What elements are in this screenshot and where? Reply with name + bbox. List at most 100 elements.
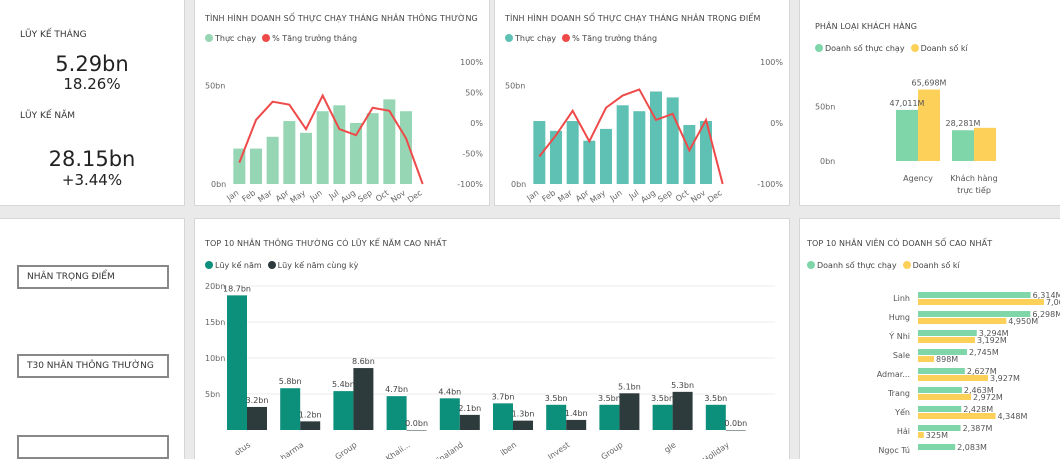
legend-item[interactable]: Thực chạy	[205, 34, 256, 43]
legend-item[interactable]: Lũy kế năm cùng kỳ	[267, 261, 359, 270]
y-tick-label: Linh	[893, 294, 910, 303]
x-tick-label: Mar	[556, 188, 574, 204]
bar-signed	[918, 318, 1007, 324]
data-label: 4.4bn	[438, 387, 461, 396]
legend-dot-icon	[807, 261, 815, 269]
x-tick-label: iben	[499, 440, 518, 457]
data-label: 325M	[926, 431, 948, 440]
y-tick-label: Hưng	[889, 313, 910, 322]
bar-previous-year	[353, 368, 374, 430]
legend-dot-icon	[815, 44, 823, 52]
bar-actual	[918, 292, 1031, 298]
bar	[550, 130, 562, 184]
bar-actual	[918, 311, 1031, 317]
legend-item[interactable]: Thực chạy	[505, 34, 556, 43]
x-tick-label: Khách hàng	[950, 174, 997, 183]
bar	[283, 121, 296, 184]
year-kpi-growth: +3.44%	[61, 171, 123, 189]
top10-normal-chart-card: TOP 10 NHÂN THÔNG THƯỜNG CÓ LŨY KẾ NĂM C…	[195, 219, 789, 459]
x-tick-label: Jan	[224, 188, 240, 203]
y-tick-label: Admar...	[877, 370, 910, 379]
key-customers-button[interactable]: NHÂN TRỌNG ĐIỂM	[17, 265, 169, 289]
navigation-card: NHÂN TRỌNG ĐIỂM T30 NHÂN THÔNG THƯỜNG	[0, 219, 184, 459]
data-label: 2,972M	[973, 393, 1003, 402]
bar-actual	[918, 444, 956, 450]
legend-item[interactable]: Doanh số kí	[910, 44, 968, 53]
x-tick-label: Feb	[540, 188, 557, 204]
x-tick-label: Oct	[674, 188, 691, 203]
x-tick-label: Oct	[374, 188, 391, 203]
bar-actual	[918, 368, 965, 374]
data-label: 3.5bn	[545, 394, 568, 403]
y-tick-label: 5bn	[205, 390, 220, 399]
data-label: 6,298M	[1032, 310, 1060, 319]
legend-item[interactable]: % Tăng trưởng tháng	[562, 34, 657, 43]
month-kpi-growth: 18.26%	[63, 75, 121, 93]
bar-current-year	[386, 396, 407, 430]
y-tick-label: 15bn	[205, 318, 225, 327]
legend-item[interactable]: % Tăng trưởng tháng	[262, 34, 357, 43]
x-tick-label: Jul	[327, 188, 341, 201]
bar-actual	[918, 349, 967, 355]
bar	[650, 91, 662, 184]
y2-tick-label: 50%	[465, 89, 483, 98]
chart-legend: Thực chạy % Tăng trưởng tháng	[505, 34, 657, 43]
legend-dot-icon	[902, 261, 911, 269]
legend-item[interactable]: Doanh số thực chạy	[807, 261, 897, 270]
legend-item[interactable]: Doanh số thực chạy	[815, 44, 905, 53]
data-label: 2,083M	[957, 443, 987, 452]
bar	[600, 128, 612, 184]
x-tick-label: Sep	[656, 188, 674, 204]
growth-line	[238, 93, 424, 185]
t30-normal-customers-button[interactable]: T30 NHÂN THÔNG THƯỜNG	[17, 354, 169, 378]
bar-current-year	[280, 388, 301, 430]
bar	[583, 140, 596, 184]
x-tick-label: Feb	[240, 188, 257, 204]
bar-signed	[918, 89, 940, 161]
bar-actual	[896, 109, 918, 161]
bar-previous-year	[406, 430, 427, 431]
y-tick-label: 50bn	[205, 82, 225, 91]
legend-item[interactable]: Doanh số kí	[902, 261, 960, 270]
chart-title: TÌNH HÌNH DOANH SỐ THỰC CHẠY THÁNG NHÂN …	[505, 14, 761, 23]
data-label: 3.5bn	[598, 394, 621, 403]
bar-signed	[974, 127, 996, 161]
month-kpi-value: 5.29bn	[55, 52, 129, 76]
y2-tick-label: 0%	[470, 119, 483, 128]
x-tick-label: Dec	[706, 188, 724, 204]
bar-current-year	[705, 404, 726, 430]
x-tick-label: Apr	[574, 188, 591, 204]
bar-actual	[918, 425, 961, 431]
data-label: 4.7bn	[385, 385, 408, 394]
data-label: 5.3bn	[671, 381, 694, 390]
legend-label: % Tăng trưởng tháng	[572, 34, 658, 43]
data-label: 8.6bn	[352, 357, 375, 366]
growth-line	[538, 88, 724, 185]
y-tick-label: Yến	[894, 407, 910, 417]
chart-title: TOP 10 NHÂN THÔNG THƯỜNG CÓ LŨY KẾ NĂM C…	[205, 239, 447, 248]
legend-label: Doanh số kí	[920, 44, 968, 53]
data-label: 5.1bn	[618, 382, 641, 391]
legend-label: Thực chạy	[215, 34, 257, 43]
x-tick-label: Nov	[389, 188, 407, 204]
x-tick-label: Jun	[308, 188, 324, 203]
chart-legend: Doanh số thực chạy Doanh số kí	[807, 261, 960, 270]
legend-item[interactable]: Lũy kế năm	[205, 261, 262, 270]
legend-dot-icon	[205, 261, 213, 269]
legend-label: Lũy kế năm cùng kỳ	[277, 261, 359, 270]
month-kpi-label: LŨY KẾ THÁNG	[20, 30, 87, 40]
data-label: 3.2bn	[246, 396, 269, 405]
data-label: 3.5bn	[651, 394, 674, 403]
chart-legend: Doanh số thực chạy Doanh số kí	[815, 44, 968, 53]
bar	[333, 105, 346, 184]
y-tick-label: 0bn	[820, 157, 835, 166]
y-tick-label: Sale	[893, 351, 910, 360]
data-label: 2,745M	[969, 348, 999, 357]
x-tick-label: trực tiếp	[957, 185, 991, 196]
bar-actual	[918, 330, 977, 336]
top10-staff-chart-card: TOP 10 NHÂN VIÊN CÓ DOANH SỐ CAO NHẤT Do…	[800, 219, 1060, 459]
third-nav-button[interactable]	[17, 435, 169, 459]
bar-current-year	[227, 295, 247, 430]
bar-previous-year	[513, 420, 533, 430]
